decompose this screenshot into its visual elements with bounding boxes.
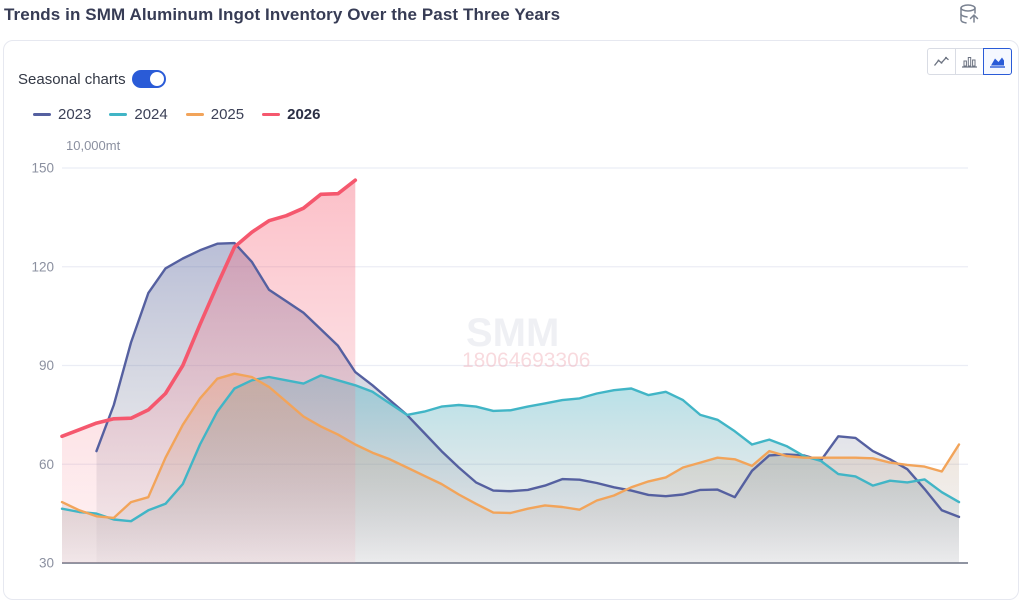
- seasonal-toggle-row: Seasonal charts: [18, 70, 166, 88]
- legend-label: 2025: [210, 106, 245, 123]
- legend-swatch: [33, 113, 51, 116]
- legend-label: 2023: [58, 106, 92, 123]
- area-chart-button[interactable]: [983, 48, 1012, 75]
- database-upload-icon[interactable]: [952, 2, 988, 30]
- toggle-knob: [149, 72, 164, 86]
- page-title: Trends in SMM Aluminum Ingot Inventory O…: [4, 5, 561, 24]
- legend-label: 2026: [287, 106, 321, 123]
- legend-swatch: [185, 113, 204, 116]
- seasonal-charts-toggle[interactable]: [131, 70, 166, 88]
- legend-item-2024[interactable]: 2024: [109, 106, 168, 123]
- legend-item-2023[interactable]: 2023: [33, 106, 91, 123]
- line-chart-button[interactable]: [927, 48, 956, 75]
- legend-label: 2024: [134, 106, 168, 123]
- legend-item-2026[interactable]: 2026: [262, 106, 321, 123]
- area-chart-icon: [990, 57, 1005, 68]
- line-chart-icon: [933, 56, 949, 66]
- chart-card: [3, 40, 1019, 600]
- bar-chart-button[interactable]: [955, 48, 984, 75]
- seasonal-toggle-label: Seasonal charts: [18, 70, 126, 88]
- chart-type-button-group: [927, 48, 1012, 75]
- bar-chart-icon: [962, 57, 977, 68]
- legend-item-2025[interactable]: 2025: [185, 106, 245, 123]
- legend-swatch: [262, 113, 281, 116]
- chart-legend: 2023 2024 2025 2026: [33, 106, 321, 123]
- legend-swatch: [109, 113, 128, 116]
